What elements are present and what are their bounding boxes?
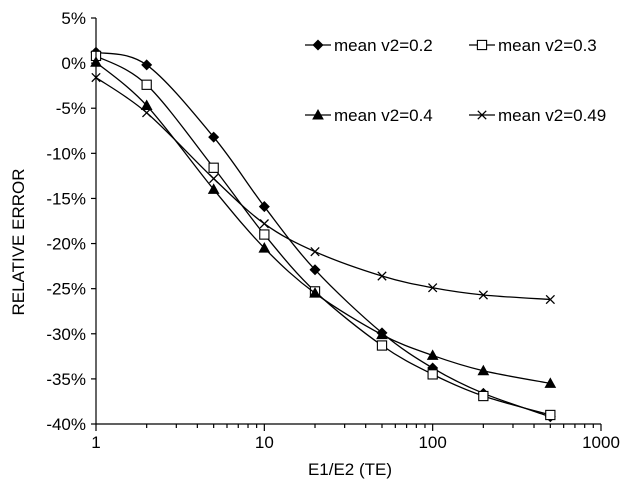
data-point: [259, 219, 269, 229]
y-axis-title: RELATIVE ERROR: [9, 168, 28, 315]
y-tick-label: -40%: [46, 415, 86, 434]
data-point: [545, 294, 555, 305]
x-tick-label: 10: [255, 433, 274, 452]
x-axis-title: E1/E2 (TE): [308, 460, 392, 479]
data-point: [426, 349, 439, 360]
series-1: [90, 46, 556, 423]
legend-marker: [312, 108, 324, 120]
y-tick-label: -20%: [46, 235, 86, 254]
series-2: [90, 50, 556, 421]
y-tick-label: -30%: [46, 325, 86, 344]
y-tick-label: -5%: [56, 99, 86, 118]
y-tick-label: -25%: [46, 280, 86, 299]
legend-label: mean v2=0.4: [334, 106, 433, 125]
legend-marker: [477, 110, 487, 120]
legend-label: mean v2=0.3: [498, 36, 597, 55]
data-point: [141, 59, 153, 71]
legend-label: mean v2=0.2: [334, 36, 433, 55]
data-point: [477, 364, 490, 376]
data-point: [208, 162, 219, 173]
legend-marker: [312, 39, 324, 51]
x-tick-label: 100: [418, 433, 446, 452]
data-point: [309, 287, 321, 298]
legend-item: mean v2=0.49: [469, 106, 606, 125]
data-point: [140, 99, 153, 111]
data-point: [208, 131, 220, 143]
series-line: [95, 77, 551, 301]
y-tick-label: -10%: [46, 144, 86, 163]
data-point: [478, 390, 489, 402]
data-point: [141, 79, 152, 90]
data-point: [258, 201, 270, 213]
axis-layer: 5% 0% -5% -10% -15% -20% -25% -30% -35% -40% 1 10 10…: [46, 9, 620, 452]
y-tick-label: 5%: [61, 9, 86, 28]
data-point: [207, 183, 220, 194]
series-line: [95, 61, 551, 385]
data-point: [258, 242, 271, 253]
data-point: [545, 409, 556, 421]
y-tick-label: -35%: [46, 370, 86, 389]
legend-marker: [476, 39, 488, 51]
x-tick-label: 1: [91, 433, 100, 452]
series-layer: [90, 46, 557, 423]
series-line: [95, 51, 551, 418]
legend-item: mean v2=0.2: [305, 36, 433, 55]
data-point: [428, 283, 438, 293]
data-point: [142, 108, 152, 118]
x-tick-label: 1000: [582, 433, 620, 452]
legend-item: mean v2=0.3: [469, 36, 597, 55]
series-4: [91, 72, 555, 305]
series-line: [95, 55, 551, 416]
legend: mean v2=0.2 mean v2=0.3 mean v2=0.4 mean v2…: [305, 36, 606, 125]
data-point: [310, 247, 320, 257]
data-point: [259, 229, 270, 240]
data-point: [209, 173, 219, 184]
series-3: [90, 56, 557, 388]
data-point: [376, 328, 388, 340]
legend-item: mean v2=0.4: [305, 106, 433, 125]
y-tick-label: -15%: [46, 189, 86, 208]
data-point: [427, 369, 438, 380]
legend-label: mean v2=0.49: [498, 106, 606, 125]
data-point: [376, 340, 388, 351]
data-point: [309, 264, 321, 276]
data-point: [377, 271, 387, 281]
data-point: [544, 377, 557, 388]
data-point: [478, 290, 488, 300]
y-tick-label: 0%: [61, 54, 86, 73]
